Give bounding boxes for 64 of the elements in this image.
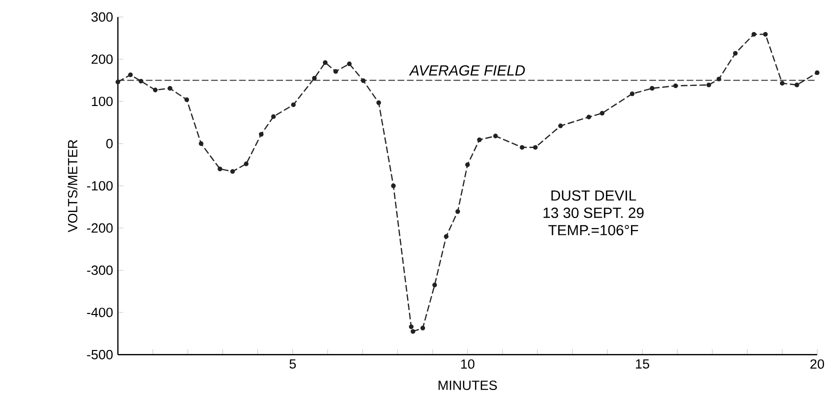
point (477, 138, 482, 142)
point (198, 141, 204, 146)
point (116, 80, 120, 85)
point (444, 234, 449, 239)
y-tick-label: 100 (92, 96, 113, 106)
point (312, 76, 317, 81)
x-tick-label: 10 (461, 360, 474, 369)
point (520, 145, 524, 150)
point (271, 114, 276, 120)
point (780, 81, 785, 86)
y-tick-label: -100 (87, 181, 113, 191)
point (763, 32, 768, 37)
point (333, 69, 338, 74)
y-tick-label: -300 (87, 266, 113, 276)
point (168, 86, 172, 91)
point (752, 32, 756, 37)
point (716, 76, 722, 82)
point (347, 62, 352, 66)
point (138, 79, 144, 84)
x-tick-label: 5 (290, 360, 296, 369)
point (420, 326, 426, 331)
point (455, 209, 460, 214)
point (244, 162, 249, 166)
point (291, 102, 296, 108)
point (465, 162, 470, 168)
point (152, 88, 158, 93)
point (184, 98, 190, 102)
y-axis-title: VOLTS/METER (68, 140, 78, 232)
point (230, 169, 235, 174)
point (322, 60, 328, 66)
x-tick-label: 15 (636, 360, 650, 369)
y-tick-label: 200 (92, 54, 113, 64)
point (650, 86, 654, 91)
point (600, 111, 604, 116)
point (432, 282, 437, 288)
y-tick-label: -500 (87, 350, 113, 360)
point (673, 84, 678, 88)
point (410, 329, 416, 334)
y-tick-label: -400 (87, 308, 113, 318)
y-tick-label: 0 (106, 139, 113, 149)
annotation: DUST DEVIL (551, 190, 636, 201)
point (814, 70, 820, 76)
point (533, 145, 538, 150)
point (733, 51, 738, 56)
point (408, 324, 414, 330)
point (218, 166, 222, 172)
point (128, 72, 133, 78)
annotation: 13 30 SEPT. 29 (544, 208, 644, 218)
ref-line-label: AVERAGE FIELD (408, 65, 525, 76)
point (706, 82, 712, 88)
point (558, 124, 563, 128)
point (376, 100, 382, 106)
y-tick-label: 300 (91, 12, 113, 22)
point (586, 114, 592, 120)
annotation: TEMP.=106°F (548, 225, 638, 236)
point (630, 92, 635, 96)
point (794, 82, 800, 88)
point (493, 134, 498, 139)
y-tick-label: -200 (87, 224, 113, 233)
point (360, 78, 366, 84)
point (391, 184, 396, 188)
x-axis-title: MINUTES (438, 380, 497, 390)
point (258, 132, 264, 137)
x-tick-label: 20 (810, 360, 824, 369)
